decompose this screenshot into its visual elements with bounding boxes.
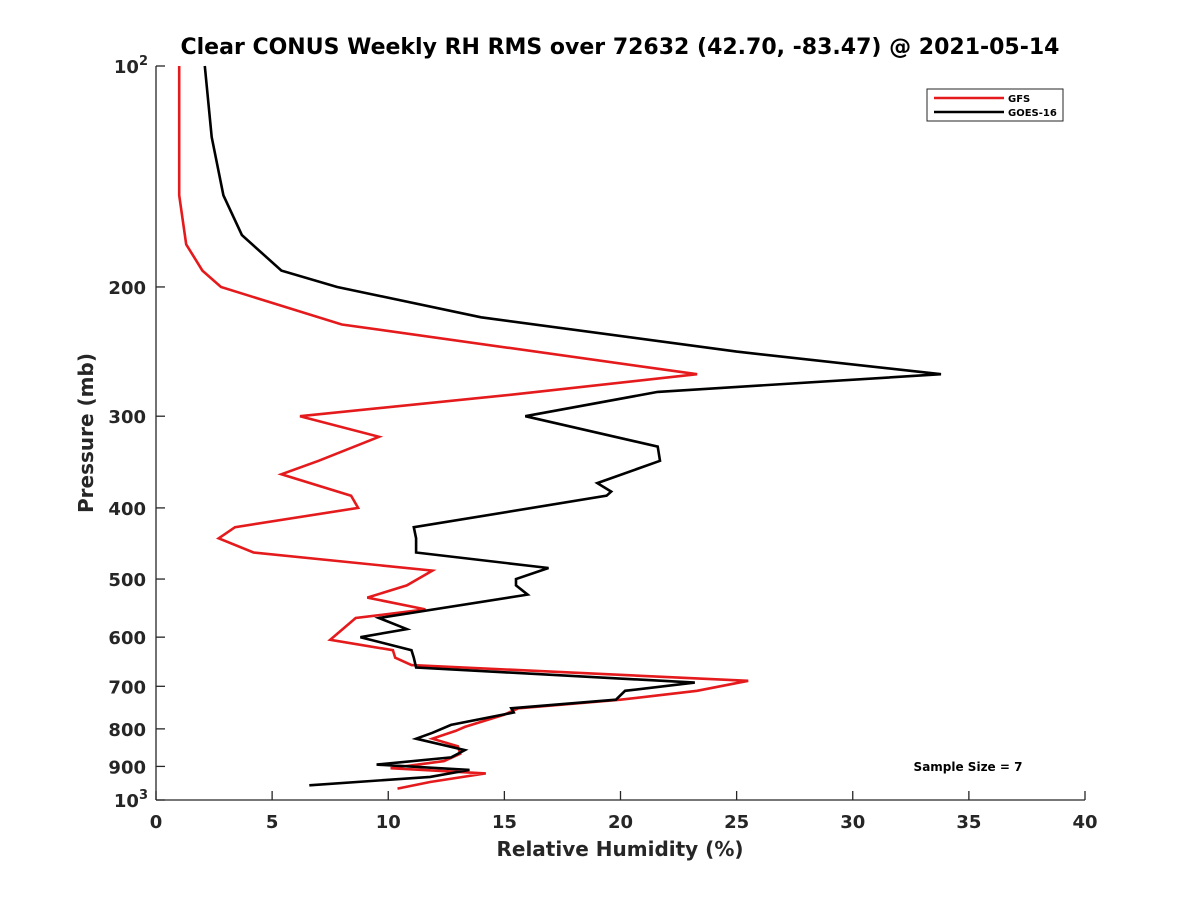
y-tick-label: 103 xyxy=(114,788,148,812)
legend-entry-label: GFS xyxy=(1008,94,1030,105)
x-tick-label: 25 xyxy=(724,812,749,833)
y-tick-label: 800 xyxy=(108,720,146,741)
plot-background xyxy=(156,66,1085,800)
y-tick-label: 102 xyxy=(114,54,148,78)
y-tick-label: 700 xyxy=(108,677,146,698)
x-axis-label: Relative Humidity (%) xyxy=(496,837,743,861)
y-axis-label: Pressure (mb) xyxy=(74,353,98,513)
x-tick-label: 10 xyxy=(376,812,401,833)
chart-title: Clear CONUS Weekly RH RMS over 72632 (42… xyxy=(181,35,1060,60)
y-tick-label: 400 xyxy=(108,499,146,520)
y-tick-label: 900 xyxy=(108,757,146,778)
x-tick-label: 0 xyxy=(150,812,163,833)
series-layer xyxy=(177,65,942,790)
legend-entry-label: GOES-16 xyxy=(1008,108,1057,119)
x-axis-ticks: 0 5 10 15 20 25 30 35 40 xyxy=(150,791,1098,833)
x-tick-label: 35 xyxy=(956,812,981,833)
x-tick-label: 20 xyxy=(608,812,633,833)
plot-area: 0 5 10 15 20 25 30 35 40 102 200 300 400 500 600 700 80… xyxy=(108,54,1097,833)
x-tick-label: 30 xyxy=(840,812,865,833)
y-tick-label: 600 xyxy=(108,628,146,649)
series-line-goes-16 xyxy=(203,65,942,787)
legend: GFS GOES-16 xyxy=(926,88,1064,122)
x-tick-label: 40 xyxy=(1072,812,1097,833)
y-tick-label: 200 xyxy=(108,278,146,299)
y-tick-label: 500 xyxy=(108,570,146,591)
series-line-gfs xyxy=(177,66,749,790)
x-tick-label: 15 xyxy=(492,812,517,833)
y-axis-ticks: 102 200 300 400 500 600 700 800 900 103 xyxy=(108,54,165,812)
y-tick-label: 300 xyxy=(108,407,146,428)
sample-size-annotation: Sample Size = 7 xyxy=(914,760,1023,774)
legend-box xyxy=(926,88,1064,122)
x-tick-label: 5 xyxy=(266,812,279,833)
